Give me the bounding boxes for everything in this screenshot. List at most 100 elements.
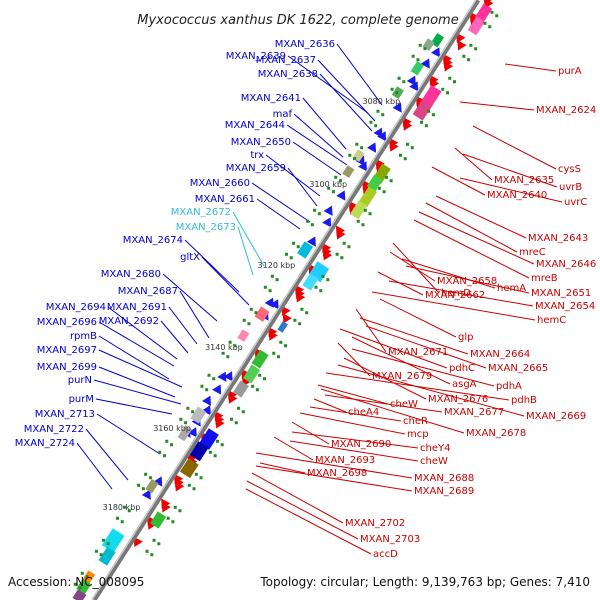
gene-arrow[interactable]	[457, 40, 467, 51]
left-gene-label[interactable]: MXAN_2641	[241, 93, 301, 104]
gene-block[interactable]	[145, 478, 159, 494]
right-gene-label[interactable]: hemD	[441, 288, 471, 299]
gene-block[interactable]	[251, 349, 269, 369]
left-gene-label[interactable]: MXAN_2722	[24, 424, 84, 435]
gene-arrow[interactable]	[420, 58, 430, 69]
gene-block[interactable]	[467, 16, 485, 36]
gene-arrow[interactable]	[406, 75, 416, 86]
right-gene-label[interactable]: MXAN_2643	[528, 233, 588, 244]
gene-block[interactable]	[150, 511, 167, 529]
right-gene-label[interactable]: MXAN_2693	[315, 455, 375, 466]
gene-arrow[interactable]	[161, 502, 171, 513]
right-gene-label[interactable]: cheY4	[420, 443, 450, 454]
gene-block[interactable]	[358, 186, 378, 208]
right-gene-label[interactable]: MXAN_2689	[414, 486, 474, 497]
gene-block[interactable]	[350, 200, 368, 220]
gene-arrow[interactable]	[141, 489, 151, 500]
right-gene-label[interactable]: cheA4	[348, 407, 379, 418]
gene-arrow[interactable]	[336, 190, 346, 201]
right-gene-label[interactable]: mreC	[519, 247, 546, 258]
gene-arrow[interactable]	[456, 32, 466, 43]
gene-arrow[interactable]	[187, 427, 197, 438]
gene-block[interactable]	[179, 458, 199, 479]
gene-arrow[interactable]	[336, 229, 346, 240]
right-gene-label[interactable]: MXAN_2677	[444, 407, 504, 418]
right-gene-label[interactable]: cheW	[420, 456, 448, 467]
left-gene-label[interactable]: MXAN_2696	[37, 317, 97, 328]
gene-arrow[interactable]	[202, 395, 211, 406]
left-gene-label[interactable]: MXAN_2638	[258, 69, 318, 80]
right-gene-label[interactable]: cheW	[390, 399, 418, 410]
gene-block[interactable]	[475, 3, 493, 23]
left-gene-label[interactable]: MXAN_2650	[231, 137, 291, 148]
right-gene-label[interactable]: purA	[558, 66, 582, 77]
gene-arrow[interactable]	[323, 205, 333, 216]
left-gene-label[interactable]: MXAN_2687	[118, 286, 178, 297]
gene-arrow[interactable]	[217, 371, 227, 382]
gene-block[interactable]	[198, 428, 219, 450]
left-gene-label[interactable]: MXAN_2680	[101, 269, 161, 280]
left-gene-label[interactable]: gltX	[180, 252, 200, 263]
gene-arrow[interactable]	[269, 299, 279, 310]
right-gene-label[interactable]: MXAN_2688	[414, 473, 474, 484]
gene-block[interactable]	[254, 306, 270, 322]
left-gene-label[interactable]: MXAN_2674	[123, 235, 183, 246]
gene-block[interactable]	[76, 578, 92, 595]
gene-arrow[interactable]	[392, 102, 402, 113]
right-gene-label[interactable]: MXAN_2624	[536, 105, 596, 116]
left-gene-label[interactable]: MXAN_2692	[99, 316, 159, 327]
left-gene-label[interactable]: MXAN_2672	[171, 207, 231, 218]
gene-block[interactable]	[243, 364, 261, 384]
right-gene-label[interactable]: MXAN_2703	[360, 534, 420, 545]
right-gene-label[interactable]: MXAN_2664	[470, 349, 530, 360]
gene-arrow[interactable]	[268, 330, 278, 341]
gene-arrow[interactable]	[389, 141, 399, 152]
left-gene-label[interactable]: MXAN_2697	[37, 345, 97, 356]
left-gene-label[interactable]: MXAN_2659	[226, 163, 286, 174]
right-gene-label[interactable]: mcp	[407, 429, 429, 440]
left-gene-label[interactable]: MXAN_2637	[256, 55, 316, 66]
gene-arrow[interactable]	[223, 371, 233, 382]
gene-block[interactable]	[237, 329, 250, 342]
right-gene-label[interactable]: MXAN_2702	[345, 518, 405, 529]
gene-block[interactable]	[189, 441, 209, 462]
gene-arrow[interactable]	[201, 405, 211, 416]
gene-arrow[interactable]	[306, 236, 316, 247]
gene-block[interactable]	[421, 85, 442, 107]
right-gene-label[interactable]: MXAN_2640	[487, 190, 547, 201]
right-gene-label[interactable]: MXAN_2654	[535, 301, 595, 312]
left-gene-label[interactable]: maf	[273, 109, 293, 120]
gene-block[interactable]	[412, 99, 433, 121]
right-gene-label[interactable]: pdhA	[496, 381, 522, 392]
left-gene-label[interactable]: MXAN_2713	[35, 409, 95, 420]
right-gene-label[interactable]: asgA	[452, 379, 477, 390]
gene-arrow[interactable]	[228, 393, 238, 404]
right-gene-label[interactable]: MXAN_2698	[307, 468, 367, 479]
gene-arrow[interactable]	[175, 481, 185, 492]
left-gene-label[interactable]: trx	[250, 150, 264, 161]
gene-arrow[interactable]	[322, 217, 332, 228]
gene-arrow[interactable]	[323, 250, 333, 261]
right-gene-label[interactable]: MXAN_2676	[428, 394, 488, 405]
gene-block[interactable]	[302, 273, 319, 291]
right-gene-label[interactable]: MXAN_2635	[494, 175, 554, 186]
left-gene-label[interactable]: MXAN_2660	[190, 178, 250, 189]
gene-block[interactable]	[177, 425, 192, 442]
gene-arrow[interactable]	[282, 313, 292, 324]
right-gene-label[interactable]: hemC	[537, 315, 566, 326]
right-gene-label[interactable]: MXAN_2646	[536, 259, 596, 270]
right-gene-label[interactable]: accD	[373, 549, 398, 560]
gene-block[interactable]	[98, 546, 116, 566]
gene-block[interactable]	[232, 380, 249, 398]
right-gene-label[interactable]: MXAN_2669	[526, 411, 586, 422]
left-gene-label[interactable]: rpmB	[70, 331, 97, 342]
gene-arrow[interactable]	[296, 292, 306, 303]
right-gene-label[interactable]: glp	[458, 332, 473, 343]
left-gene-label[interactable]: MXAN_2636	[275, 39, 335, 50]
gene-block[interactable]	[366, 174, 383, 192]
gene-arrow[interactable]	[147, 519, 157, 530]
right-gene-label[interactable]: mreB	[531, 273, 558, 284]
gene-block[interactable]	[430, 32, 445, 48]
gene-arrow[interactable]	[444, 61, 454, 72]
right-gene-label[interactable]: cheR	[403, 416, 428, 427]
